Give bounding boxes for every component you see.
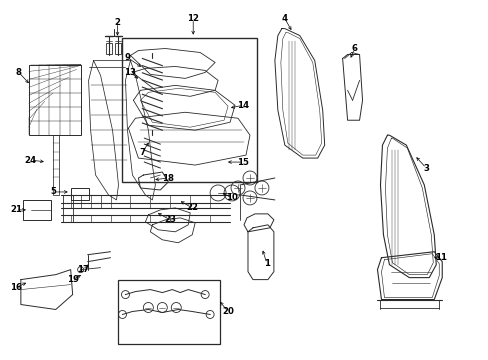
Text: 5: 5	[51, 188, 57, 197]
Bar	[115, 42, 121, 54]
Bar	[29, 66, 81, 135]
Text: 19: 19	[66, 275, 79, 284]
Text: 16: 16	[10, 283, 22, 292]
Text: 7: 7	[139, 148, 145, 157]
Bar	[122, 37, 256, 182]
Text: 10: 10	[225, 193, 238, 202]
Text: 22: 22	[186, 203, 198, 212]
Bar	[71, 188, 88, 200]
Text: 2: 2	[114, 18, 120, 27]
Text: 18: 18	[162, 174, 174, 183]
Text: 11: 11	[434, 253, 447, 262]
Text: 8: 8	[16, 68, 22, 77]
Text: 6: 6	[351, 44, 357, 53]
Bar	[105, 42, 111, 54]
Bar	[23, 200, 51, 220]
Bar	[118, 280, 220, 345]
Text: 13: 13	[124, 68, 136, 77]
Text: 23: 23	[164, 215, 176, 224]
Text: 17: 17	[77, 265, 88, 274]
Text: 3: 3	[423, 163, 428, 172]
Text: 24: 24	[25, 156, 37, 165]
Text: 15: 15	[237, 158, 248, 167]
Text: 1: 1	[264, 259, 269, 268]
Text: 4: 4	[281, 14, 287, 23]
Text: 9: 9	[124, 53, 130, 62]
Text: 12: 12	[187, 14, 199, 23]
Text: 20: 20	[222, 307, 234, 316]
Text: 14: 14	[237, 101, 248, 110]
Text: 21: 21	[10, 206, 22, 215]
